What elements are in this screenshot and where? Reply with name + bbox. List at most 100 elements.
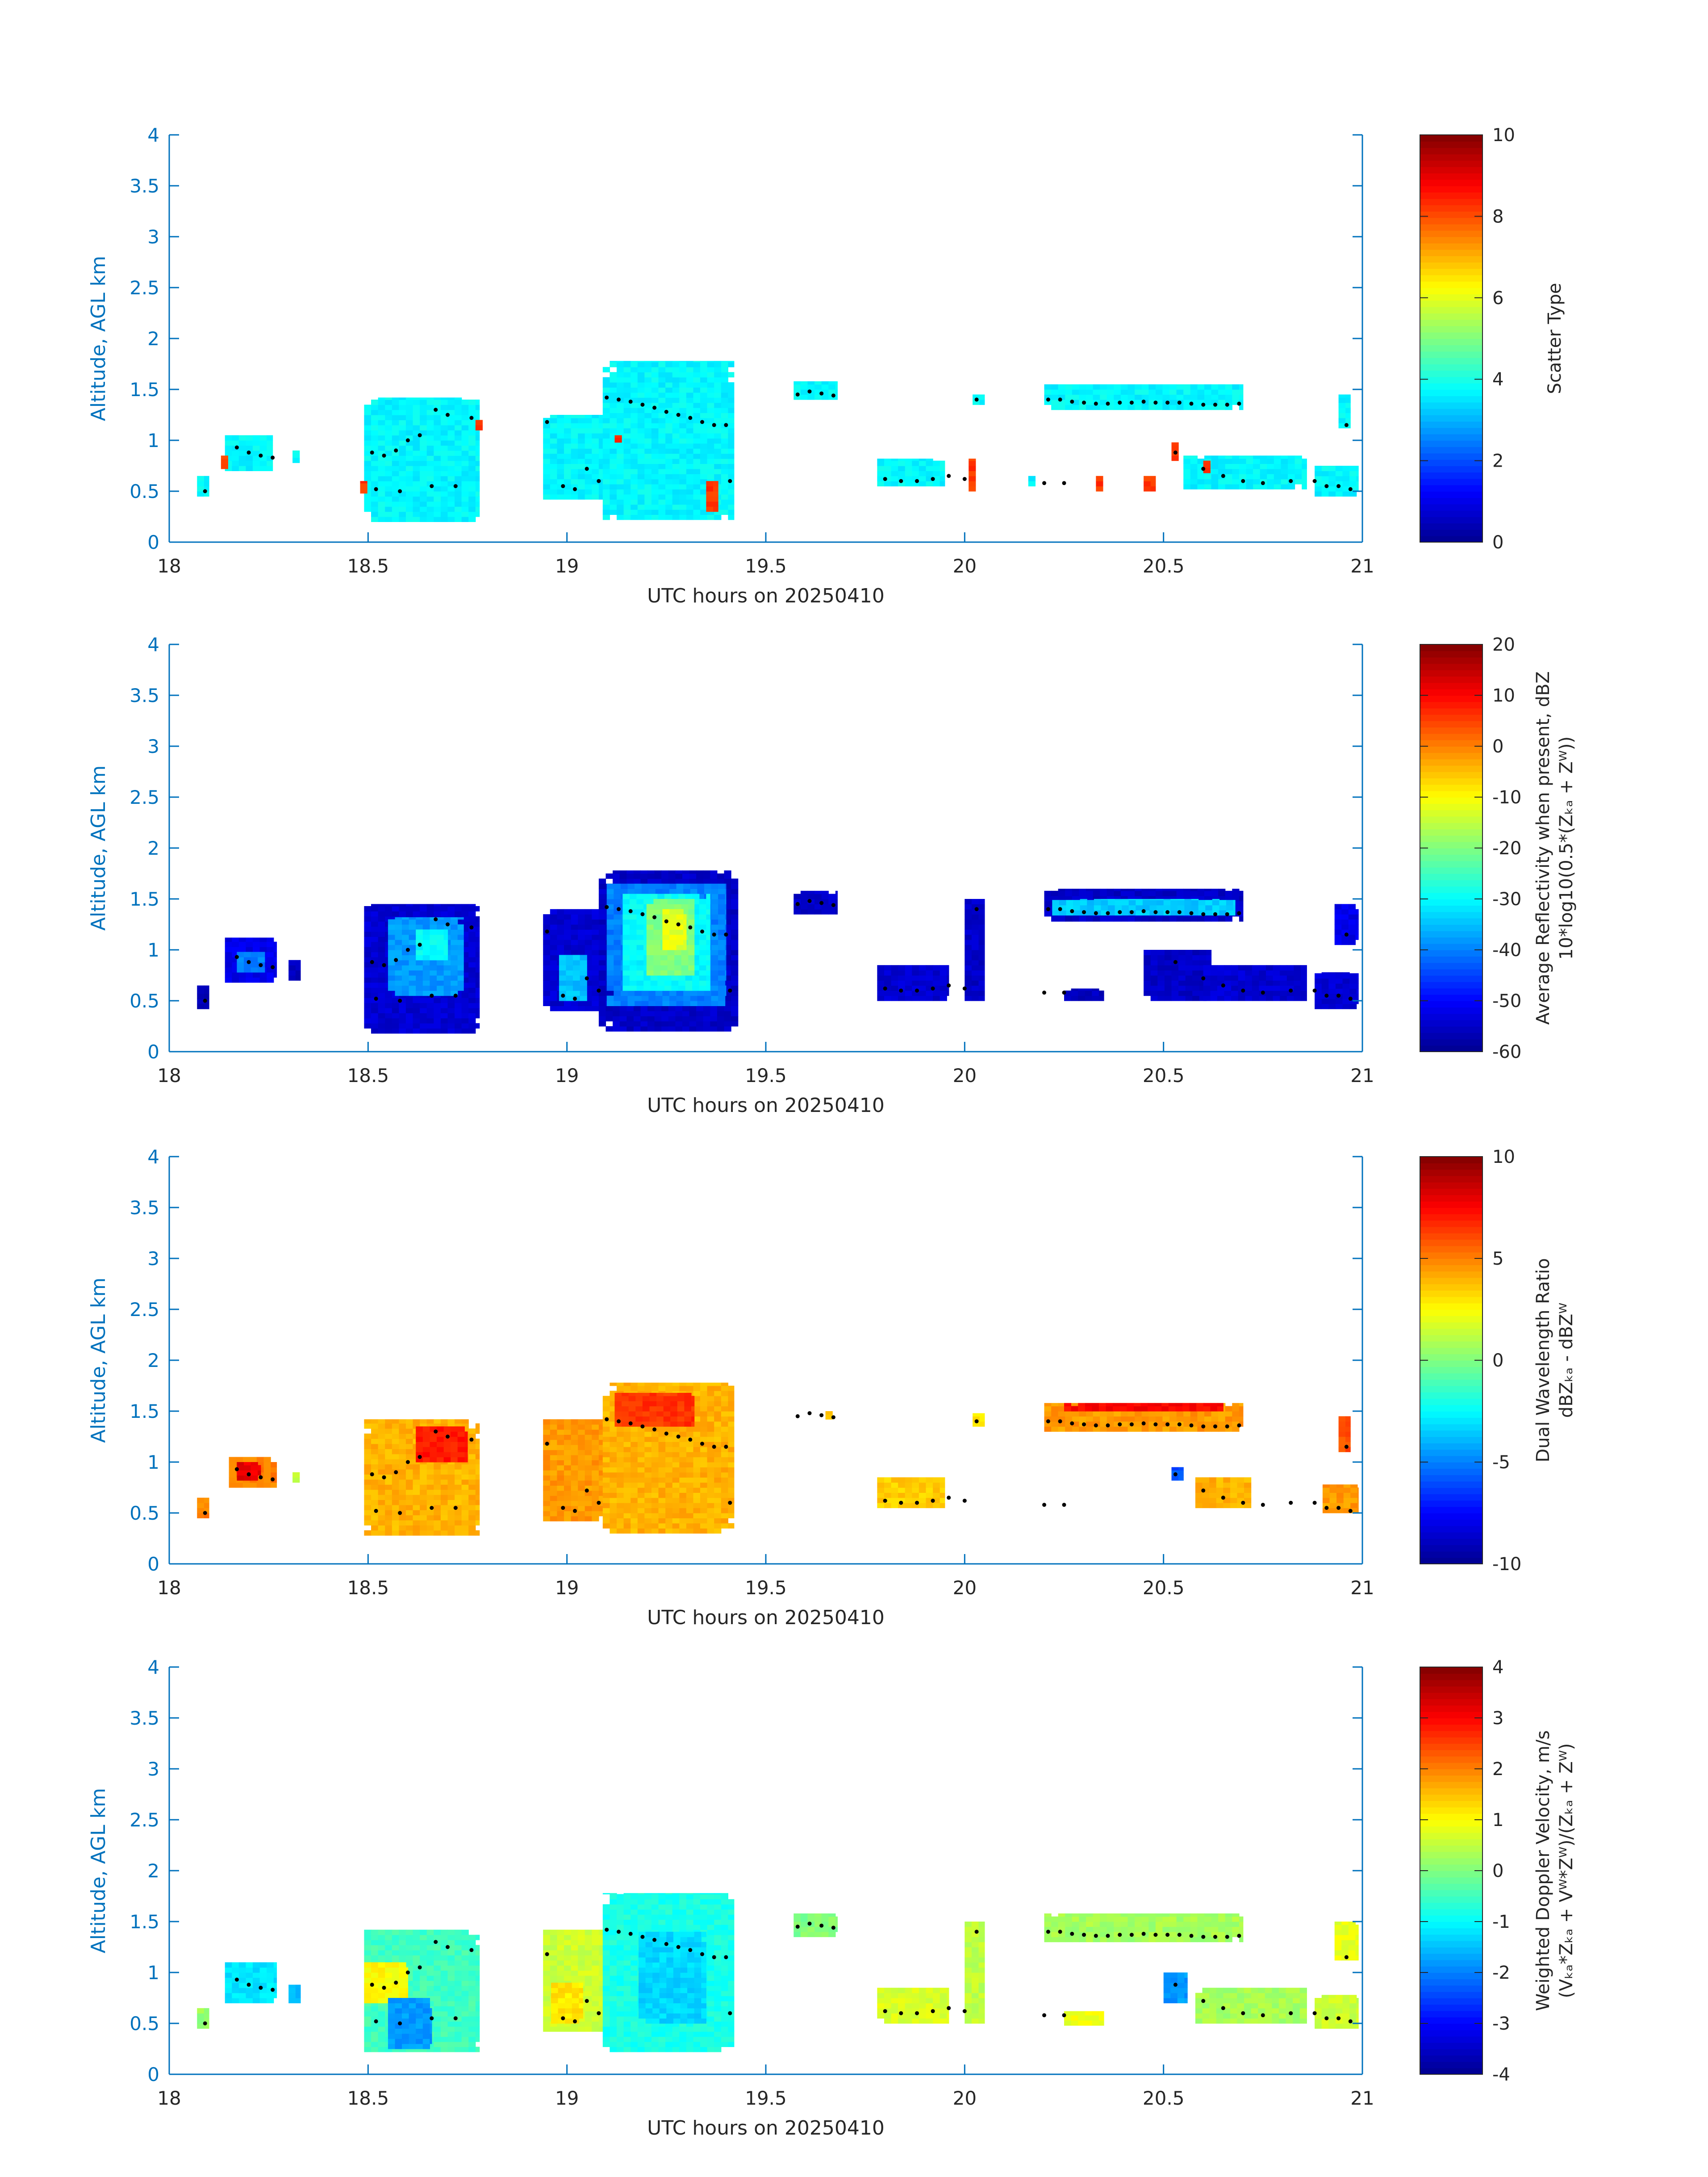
heatmap-cell	[602, 377, 610, 383]
colorbar-tick-label: 2	[1492, 451, 1503, 472]
heatmap-cell	[1171, 970, 1179, 976]
heatmap-cell	[707, 362, 714, 368]
heatmap-cell	[399, 904, 406, 907]
heatmap-cell	[1144, 486, 1151, 492]
heatmap-cell	[364, 415, 372, 420]
heatmap-cell	[606, 1026, 613, 1032]
heatmap-cell	[578, 474, 585, 480]
heatmap-cell	[571, 443, 578, 449]
heatmap-cell	[635, 1001, 642, 1006]
heatmap-cell	[707, 448, 714, 454]
heatmap-cell	[437, 985, 444, 991]
heatmap-cell	[919, 459, 927, 461]
heatmap-cell	[940, 471, 945, 476]
heatmap-cell	[1267, 455, 1274, 459]
heatmap-cell	[1164, 950, 1172, 955]
heatmap-cell	[566, 970, 573, 976]
heatmap-cell	[693, 459, 701, 464]
heatmap-cell	[416, 950, 423, 955]
heatmap-cell	[443, 965, 451, 971]
heatmap-cell	[578, 950, 585, 955]
colorbar-tick-label: 8	[1492, 206, 1503, 227]
heatmap-cell	[221, 459, 228, 464]
heatmap-cell	[1051, 389, 1059, 395]
colorbar-swatch	[1420, 198, 1482, 205]
heatmap-cell	[378, 476, 385, 481]
heatmap-cell	[543, 489, 551, 495]
heatmap-cell	[676, 889, 684, 894]
heatmap-cell	[637, 443, 645, 449]
heatmap-cell	[629, 924, 637, 930]
heatmap-cell	[468, 471, 476, 476]
heatmap-cell	[440, 1018, 448, 1024]
heatmap-cell	[237, 957, 244, 962]
heatmap-cell	[385, 430, 393, 436]
heatmap-cell	[648, 889, 656, 894]
heatmap-cell	[1192, 955, 1200, 961]
heatmap-cell	[585, 448, 592, 454]
heatmap-cell	[578, 924, 585, 930]
heatmap-cell	[718, 995, 726, 1001]
heatmap-cell	[1192, 975, 1200, 981]
heatmap-cell	[658, 361, 666, 363]
heatmap-cell	[197, 481, 205, 487]
heatmap-cell	[629, 970, 637, 976]
heatmap-cell	[1203, 970, 1211, 976]
heatmap-cell	[364, 916, 372, 922]
heatmap-cell	[693, 428, 701, 434]
heatmap-cell	[669, 934, 677, 940]
heatmap-cell	[1239, 405, 1244, 410]
heatmap-cell	[434, 415, 441, 420]
heatmap-cell	[238, 937, 246, 942]
colorbar-swatch	[1420, 300, 1482, 307]
heatmap-cell	[447, 420, 455, 426]
heatmap-cell	[447, 466, 455, 471]
heatmap-cell	[1231, 990, 1239, 996]
heatmap-cell	[405, 476, 413, 481]
heatmap-cell	[1044, 890, 1052, 896]
heatmap-cell	[637, 453, 645, 459]
heatmap-cell	[364, 450, 372, 456]
heatmap-cell	[669, 889, 677, 894]
heatmap-cell	[232, 460, 239, 466]
heatmap-cell	[704, 889, 712, 894]
heatmap-cell	[564, 489, 572, 495]
heatmap-cell	[654, 1021, 662, 1027]
heatmap-cell	[683, 990, 691, 996]
heatmap-cell	[631, 453, 638, 459]
heatmap-cell	[1171, 975, 1179, 981]
heatmap-cell	[707, 372, 714, 378]
heatmap-cell	[440, 460, 448, 466]
heatmap-cell	[447, 450, 455, 456]
heatmap-cell	[1315, 481, 1322, 487]
heatmap-cell	[420, 1028, 427, 1034]
heatmap-cell	[253, 435, 260, 441]
heatmap-cell	[807, 904, 815, 910]
heatmap-cell	[1259, 995, 1266, 1001]
heatmap-cell	[426, 440, 434, 446]
heatmap-cell	[475, 450, 480, 456]
cloud-top-marker	[1241, 479, 1245, 483]
heatmap-cell	[422, 985, 430, 991]
heatmap-cell	[714, 459, 722, 464]
heatmap-cell	[564, 418, 572, 423]
heatmap-cell	[965, 924, 972, 930]
heatmap-cell	[409, 975, 416, 981]
colorbar-swatch	[1420, 434, 1482, 441]
heatmap-cell	[1349, 491, 1357, 497]
heatmap-cell	[706, 944, 710, 950]
heatmap-cell	[405, 506, 413, 512]
heatmap-cell	[371, 409, 379, 415]
heatmap-cell	[717, 878, 725, 884]
heatmap-cell	[420, 517, 427, 522]
heatmap-cell	[725, 909, 727, 915]
heatmap-cell	[422, 970, 430, 976]
heatmap-cell	[683, 924, 687, 930]
heatmap-cell	[700, 468, 708, 474]
heatmap-cell	[679, 361, 687, 363]
heatmap-cell	[971, 940, 979, 945]
heatmap-cell	[1224, 980, 1232, 986]
heatmap-cell	[413, 486, 420, 492]
heatmap-cell	[623, 459, 631, 464]
heatmap-cell	[724, 1021, 731, 1027]
